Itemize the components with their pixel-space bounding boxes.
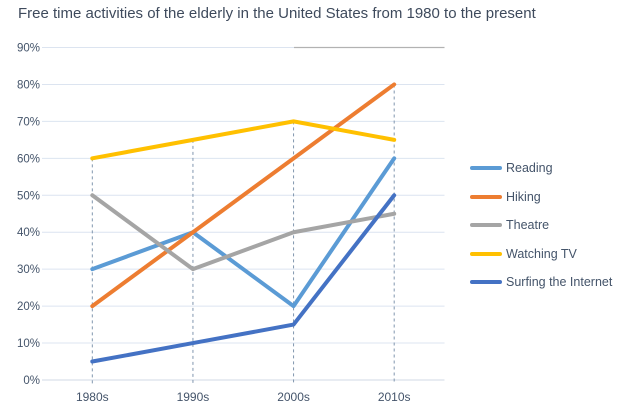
legend-label: Watching TV bbox=[506, 246, 577, 261]
legend-label: Reading bbox=[506, 161, 553, 176]
legend-item: Reading bbox=[470, 154, 612, 183]
legend-swatch bbox=[470, 223, 502, 228]
chart-legend: Reading Hiking Theatre Watching TV Surfing t… bbox=[470, 154, 612, 297]
y-tick-label: 90% bbox=[17, 43, 40, 55]
x-tick-label: 2010s bbox=[378, 390, 411, 404]
chart-title: Free time activities of the elderly in t… bbox=[18, 5, 536, 22]
legend-swatch bbox=[470, 280, 502, 285]
x-tick-label: 1990s bbox=[177, 390, 210, 404]
y-tick-label: 30% bbox=[17, 264, 40, 276]
series-line bbox=[90, 82, 397, 309]
legend-item: Watching TV bbox=[470, 240, 612, 269]
legend-label: Surfing the Internet bbox=[506, 275, 613, 290]
legend-swatch bbox=[470, 251, 502, 256]
x-tick-label: 1980s bbox=[76, 390, 109, 404]
y-tick-label: 70% bbox=[17, 116, 40, 128]
y-tick-label: 20% bbox=[17, 301, 40, 313]
legend-item: Surfing the Internet bbox=[470, 268, 612, 297]
legend-item: Hiking bbox=[470, 183, 612, 212]
series-line bbox=[90, 193, 397, 272]
y-tick-label: 60% bbox=[17, 153, 40, 165]
series-line bbox=[90, 193, 397, 364]
y-tick-label: 40% bbox=[17, 227, 40, 239]
legend-item: Theatre bbox=[470, 211, 612, 240]
series-line bbox=[90, 156, 397, 309]
legend-swatch bbox=[470, 166, 502, 171]
legend-swatch bbox=[470, 194, 502, 199]
legend-label: Hiking bbox=[506, 189, 541, 204]
series-line bbox=[90, 119, 397, 161]
legend-label: Theatre bbox=[506, 218, 550, 233]
y-tick-label: 80% bbox=[17, 79, 40, 91]
y-tick-label: 50% bbox=[17, 190, 40, 202]
y-tick-label: 10% bbox=[17, 338, 40, 350]
x-tick-label: 2000s bbox=[277, 390, 310, 404]
y-tick-label: 0% bbox=[23, 375, 40, 387]
